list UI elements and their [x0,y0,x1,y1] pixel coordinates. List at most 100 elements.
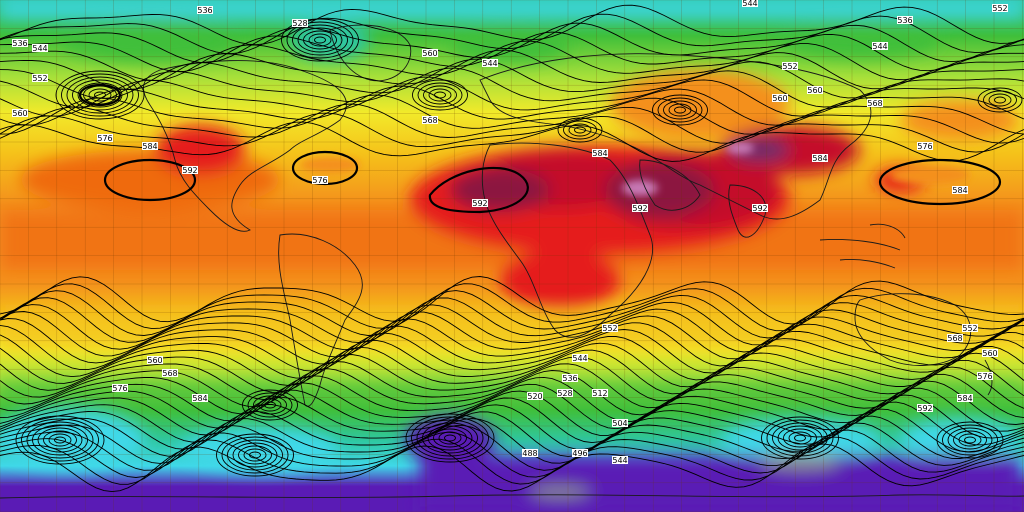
svg-text:488: 488 [522,449,537,458]
cyclone-contour-ring [964,436,976,444]
contour-label: 576 [977,372,993,381]
cyclone-contour-ring [423,85,457,105]
cyclone-contour-ring [253,395,287,415]
cyclone-contour-ring [264,401,276,409]
contour-line [0,67,1024,108]
contour-label: 504 [612,419,628,428]
contour-label: 576 [97,134,113,143]
contour-line [0,94,1024,135]
cyclone-contour-ring [66,76,134,114]
south-america-coast [278,233,363,407]
contour-line [0,422,1024,471]
cyclone-contour-ring [766,419,834,457]
cyclone-contour-ring [247,392,293,418]
contour-line [0,40,1024,81]
contour-label: 536 [12,39,28,48]
cyclone-contour-ring [54,436,66,444]
cyclone-contour-ring [286,21,354,59]
height-contours [0,4,1024,493]
contour-label: 560 [147,356,163,365]
cyclone-contour-ring [563,120,597,140]
fine-field-detail [300,142,970,196]
cyclone-contour-ring [794,434,806,442]
contour-line [0,49,1024,90]
svg-text:536: 536 [12,39,27,48]
contour-label: 568 [947,334,963,343]
contour-label: 560 [12,109,28,118]
contour-line [0,331,1024,381]
contour-label: 560 [982,349,998,358]
contour-label: 584 [142,142,158,151]
cyclone-contour-ring [983,90,1017,110]
cyclone-contour-ring [777,425,823,451]
cyclone-contour-ring [43,430,77,450]
svg-text:560: 560 [147,356,162,365]
cyclone-contour-ring [568,123,592,137]
svg-text:568: 568 [162,369,177,378]
svg-text:528: 528 [557,389,572,398]
contour-line [0,338,1024,388]
cyclone-contour-ring [72,79,128,111]
cyclone-contour-ring [249,451,261,459]
contour-label: 576 [312,176,328,185]
cyclone-contour-ring [772,422,828,454]
cyclone-contour-ring [88,88,112,102]
cyclone-contour-ring [574,126,586,134]
cyclone-contour-ring [216,433,294,477]
contour-label: 592 [917,404,933,413]
svg-text:584: 584 [812,154,827,163]
cyclone-contour-ring [48,433,72,447]
contour-label: 584 [952,186,968,195]
svg-text:592: 592 [752,204,767,213]
cyclone-contour-ring [663,100,697,120]
cyclone-contour-ring [977,87,1023,113]
cyclone-contour-ring [281,18,359,62]
contour-label: 488 [522,449,538,458]
cyclone-contour-ring [242,389,298,421]
svg-text:584: 584 [592,149,607,158]
contour-label: 576 [917,142,933,151]
cyclone-contour-ring [417,82,463,108]
svg-text:552: 552 [782,62,797,71]
contour-line [0,103,1024,144]
svg-text:552: 552 [602,324,617,333]
cyclone-contour-ring [953,430,987,450]
contour-label: 584 [957,394,973,403]
contour-line [0,352,1024,402]
svg-text:576: 576 [917,142,932,151]
svg-text:560: 560 [12,109,27,118]
cyclone-contour-ring [55,70,145,120]
cyclone-contour-ring [411,416,489,460]
contour-label: 536 [897,16,913,25]
cyclone-contour-ring [232,442,278,468]
contour-line [0,443,1024,493]
svg-text:504: 504 [612,419,627,428]
svg-text:576: 576 [977,372,992,381]
contour-label: 560 [772,94,788,103]
contour-label: 528 [292,19,308,28]
svg-text:584: 584 [957,394,972,403]
cyclone-contour-ring [783,428,817,448]
cyclone-contour-ring [32,424,88,456]
contour-label: 544 [482,59,498,68]
svg-text:536: 536 [562,374,577,383]
cyclone-contour-ring [788,431,812,445]
india-coast [728,184,767,238]
contour-line [0,297,1024,346]
contour-label: 584 [812,154,828,163]
cyclone-contour-ring [21,418,99,462]
contour-label: 544 [742,0,758,8]
cyclone-contour-ring [416,419,484,457]
cyclone-contour-ring [652,94,708,126]
cyclone-contour-ring [942,424,998,456]
antarctica-coast [0,494,1024,499]
svg-text:592: 592 [632,204,647,213]
contour-label: 584 [192,394,208,403]
cyclone-contour-ring [15,415,105,465]
contour-label: 552 [962,324,978,333]
svg-text:592: 592 [917,404,932,413]
contour-line [0,304,1024,353]
contour-label: 536 [197,6,213,15]
